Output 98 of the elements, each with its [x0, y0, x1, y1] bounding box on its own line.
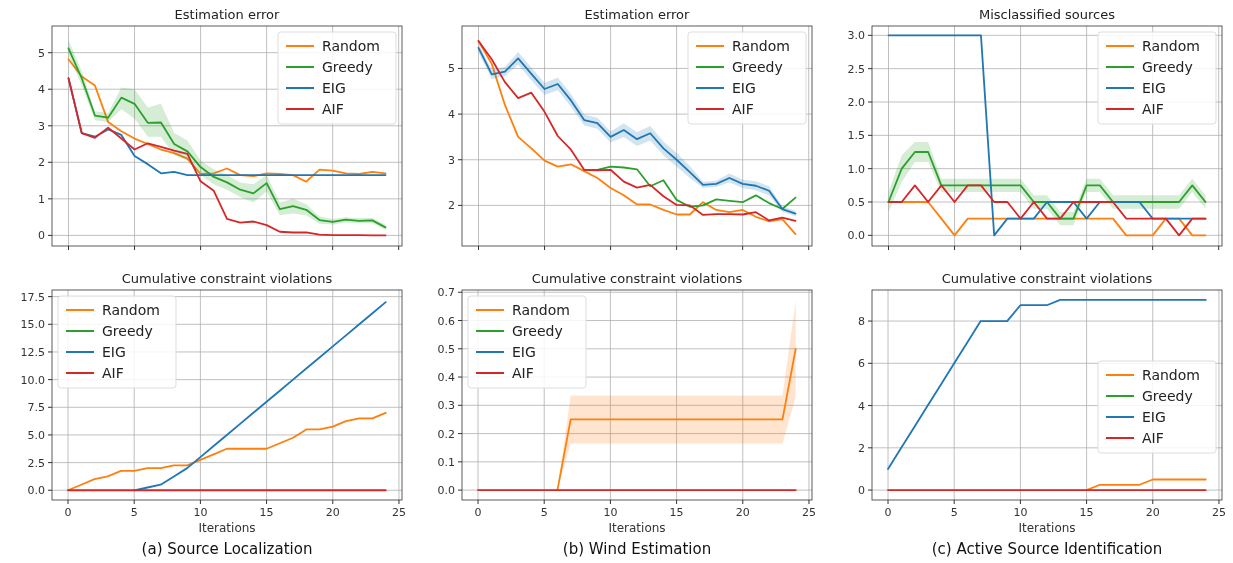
legend-label: AIF	[322, 101, 344, 117]
legend-label: EIG	[512, 344, 536, 360]
x-tick-label: 10	[193, 506, 208, 519]
legend-label: Random	[1142, 38, 1200, 54]
legend-label: Random	[322, 38, 380, 54]
y-tick-label: 8	[858, 315, 865, 329]
x-tick-label: 10	[1013, 506, 1028, 519]
y-tick-label: 0.4	[437, 371, 455, 385]
chart-title: Cumulative constraint violations	[531, 271, 743, 286]
legend-label: EIG	[732, 80, 756, 96]
x-axis-title: Iterations	[198, 521, 256, 535]
y-tick-label: 1.0	[847, 162, 865, 176]
x-tick-label: 5	[130, 506, 138, 519]
x-tick-label: 0	[474, 506, 482, 519]
x-tick-label: 20	[325, 506, 340, 519]
x-tick-label: 15	[259, 506, 274, 519]
y-tick-label: 0.0	[27, 484, 45, 498]
y-tick-label: 4	[448, 108, 455, 122]
text: (b) Wind Estimation	[562, 540, 712, 558]
x-tick-label: 20	[1145, 506, 1160, 519]
x-tick-label: 5	[950, 506, 958, 519]
chart-title: Cumulative constraint violations	[941, 271, 1153, 286]
legend-label: AIF	[512, 365, 534, 381]
y-tick-label: 10.0	[20, 373, 45, 387]
chart-title: Estimation error	[174, 7, 281, 22]
y-tick-label: 1	[38, 192, 45, 206]
y-tick-label: 2	[38, 156, 45, 170]
text: (a) Source Localization	[141, 540, 313, 558]
legend-label: AIF	[732, 101, 754, 117]
y-tick-label: 6	[858, 357, 865, 371]
legend-label: AIF	[102, 365, 124, 381]
y-tick-label: 0	[858, 484, 865, 498]
x-axis-title: Iterations	[608, 521, 666, 535]
y-tick-label: 5	[448, 62, 455, 76]
line-series	[67, 58, 387, 183]
y-tick-label: 2	[858, 441, 865, 455]
x-tick-label: 10	[603, 506, 618, 519]
y-tick-label: 0.5	[437, 342, 455, 356]
y-tick-label: 2.5	[27, 456, 45, 470]
text: (c) Active Source Identification	[931, 540, 1163, 558]
y-tick-label: 0.0	[847, 229, 865, 243]
x-tick-label: 0	[884, 506, 892, 519]
legend-label: AIF	[1142, 101, 1164, 117]
line-series	[887, 151, 1207, 220]
y-tick-label: 2	[448, 199, 455, 213]
y-tick-label: 15.0	[20, 318, 45, 332]
legend-label: Greedy	[102, 323, 153, 339]
y-tick-label: 3.0	[847, 29, 865, 43]
legend-label: Random	[102, 302, 160, 318]
y-tick-label: 7.5	[27, 401, 45, 415]
y-tick-label: 0.7	[437, 286, 455, 300]
legend-label: EIG	[1142, 80, 1166, 96]
y-tick-label: 4	[858, 399, 865, 413]
y-tick-label: 12.5	[20, 345, 45, 359]
legend-label: Greedy	[322, 59, 373, 75]
legend-label: Random	[1142, 367, 1200, 383]
legend-label: EIG	[102, 344, 126, 360]
y-tick-label: 4	[38, 83, 45, 97]
y-tick-label: 0	[38, 229, 45, 243]
y-tick-label: 3	[38, 119, 45, 133]
x-tick-label: 5	[540, 506, 548, 519]
y-tick-label: 0.2	[437, 427, 455, 441]
legend-label: Random	[732, 38, 790, 54]
x-tick-label: 15	[669, 506, 684, 519]
x-axis-title: Iterations	[1018, 521, 1076, 535]
legend-label: Random	[512, 302, 570, 318]
x-tick-label: 25	[391, 506, 406, 519]
line-series	[67, 77, 387, 237]
line-series	[887, 184, 1207, 237]
y-tick-label: 5	[38, 46, 45, 60]
line-series	[67, 411, 387, 492]
x-tick-label: 20	[735, 506, 750, 519]
y-tick-label: 2.0	[847, 96, 865, 109]
legend-label: EIG	[322, 80, 346, 96]
y-tick-label: 5.0	[27, 428, 45, 442]
y-tick-label: 0.5	[847, 196, 865, 209]
x-tick-label: 15	[1079, 506, 1094, 519]
x-tick-label: 25	[1211, 506, 1226, 519]
legend-label: AIF	[1142, 430, 1164, 446]
y-tick-label: 1.5	[847, 129, 865, 143]
legend-label: EIG	[1142, 409, 1166, 425]
chart-title: Estimation error	[584, 7, 691, 22]
chart-title: Cumulative constraint violations	[121, 271, 333, 286]
legend-label: Greedy	[512, 323, 563, 339]
chart-title: Misclassified sources	[979, 7, 1116, 22]
legend-label: Greedy	[732, 59, 783, 75]
y-tick-label: 17.5	[20, 290, 45, 304]
legend-label: Greedy	[1142, 59, 1193, 75]
y-tick-label: 3	[448, 153, 455, 167]
y-tick-label: 2.5	[847, 62, 865, 76]
y-tick-label: 0.6	[437, 314, 455, 328]
x-tick-label: 25	[801, 506, 816, 519]
legend-label: Greedy	[1142, 388, 1193, 404]
y-tick-label: 0.3	[437, 399, 455, 413]
line-series	[887, 299, 1207, 470]
x-tick-label: 0	[64, 506, 72, 519]
y-tick-label: 0.0	[437, 484, 455, 498]
y-tick-label: 0.1	[437, 455, 455, 469]
